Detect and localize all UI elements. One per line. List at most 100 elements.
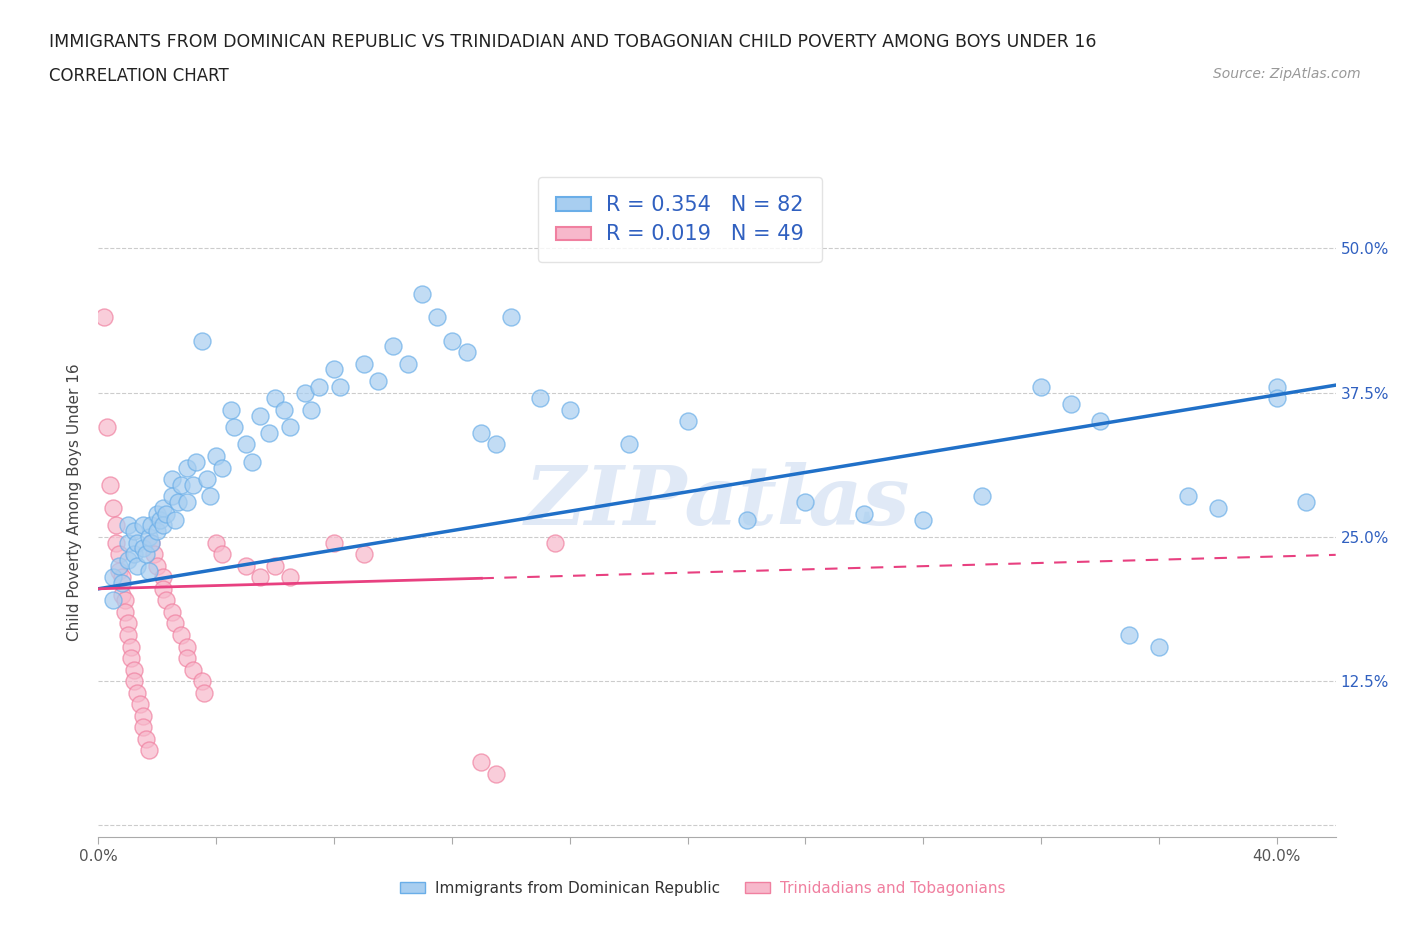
Legend: R = 0.354   N = 82, R = 0.019   N = 49: R = 0.354 N = 82, R = 0.019 N = 49 <box>538 177 821 262</box>
Point <box>152 581 174 596</box>
Point <box>367 374 389 389</box>
Point <box>617 437 640 452</box>
Point <box>160 604 183 619</box>
Point <box>1265 379 1288 394</box>
Point <box>176 651 198 666</box>
Point <box>135 731 157 746</box>
Text: ZIPatlas: ZIPatlas <box>524 462 910 542</box>
Point <box>1265 391 1288 405</box>
Point <box>163 512 186 527</box>
Point <box>122 547 145 562</box>
Point <box>101 570 124 585</box>
Point <box>1059 396 1081 411</box>
Point <box>853 506 876 521</box>
Point <box>125 535 148 550</box>
Point <box>108 547 131 562</box>
Point <box>176 460 198 475</box>
Point <box>456 345 478 360</box>
Point <box>170 628 193 643</box>
Point <box>440 333 463 348</box>
Point <box>122 673 145 688</box>
Point <box>794 495 817 510</box>
Point <box>1088 414 1111 429</box>
Point <box>138 743 160 758</box>
Point <box>117 628 139 643</box>
Point <box>529 391 551 405</box>
Point <box>131 518 153 533</box>
Point <box>93 310 115 325</box>
Point <box>222 419 245 434</box>
Point <box>176 639 198 654</box>
Point <box>259 426 281 441</box>
Point <box>128 697 150 711</box>
Point <box>205 448 228 463</box>
Point <box>117 616 139 631</box>
Point <box>353 547 375 562</box>
Point <box>470 754 492 769</box>
Point <box>117 518 139 533</box>
Point <box>1177 489 1199 504</box>
Point <box>131 541 153 556</box>
Point <box>1147 639 1170 654</box>
Point <box>1118 628 1140 643</box>
Point <box>141 518 163 533</box>
Point <box>141 535 163 550</box>
Point <box>125 558 148 573</box>
Point <box>205 535 228 550</box>
Point <box>264 558 287 573</box>
Point <box>353 356 375 371</box>
Point <box>323 362 346 377</box>
Point <box>197 472 219 486</box>
Point <box>117 552 139 567</box>
Point <box>249 570 271 585</box>
Point <box>181 662 204 677</box>
Legend: Immigrants from Dominican Republic, Trinidadians and Tobagonians: Immigrants from Dominican Republic, Trin… <box>394 875 1012 903</box>
Point <box>411 287 433 302</box>
Point <box>120 651 142 666</box>
Point <box>972 489 994 504</box>
Point <box>120 639 142 654</box>
Point <box>299 403 322 418</box>
Point <box>108 564 131 578</box>
Point <box>1029 379 1052 394</box>
Point <box>155 506 177 521</box>
Point <box>117 535 139 550</box>
Point <box>96 419 118 434</box>
Point <box>181 477 204 492</box>
Point <box>211 547 233 562</box>
Point <box>485 437 508 452</box>
Point <box>396 356 419 371</box>
Point <box>1206 500 1229 515</box>
Point <box>249 408 271 423</box>
Point <box>114 604 136 619</box>
Point <box>184 455 207 470</box>
Point <box>193 685 215 700</box>
Point <box>111 587 134 602</box>
Point <box>141 535 163 550</box>
Point <box>190 333 212 348</box>
Point <box>278 419 301 434</box>
Point <box>125 685 148 700</box>
Point <box>146 524 169 538</box>
Point <box>135 547 157 562</box>
Point <box>146 506 169 521</box>
Point <box>382 339 405 353</box>
Point <box>149 512 172 527</box>
Point <box>329 379 352 394</box>
Point <box>426 310 449 325</box>
Point <box>735 512 758 527</box>
Point <box>294 385 316 400</box>
Point <box>98 477 121 492</box>
Point <box>190 673 212 688</box>
Point <box>138 529 160 544</box>
Point <box>131 709 153 724</box>
Point <box>676 414 699 429</box>
Point <box>558 403 581 418</box>
Point <box>122 524 145 538</box>
Point <box>544 535 567 550</box>
Point <box>912 512 935 527</box>
Point <box>200 489 222 504</box>
Text: Source: ZipAtlas.com: Source: ZipAtlas.com <box>1213 67 1361 81</box>
Text: CORRELATION CHART: CORRELATION CHART <box>49 67 229 85</box>
Point <box>143 547 166 562</box>
